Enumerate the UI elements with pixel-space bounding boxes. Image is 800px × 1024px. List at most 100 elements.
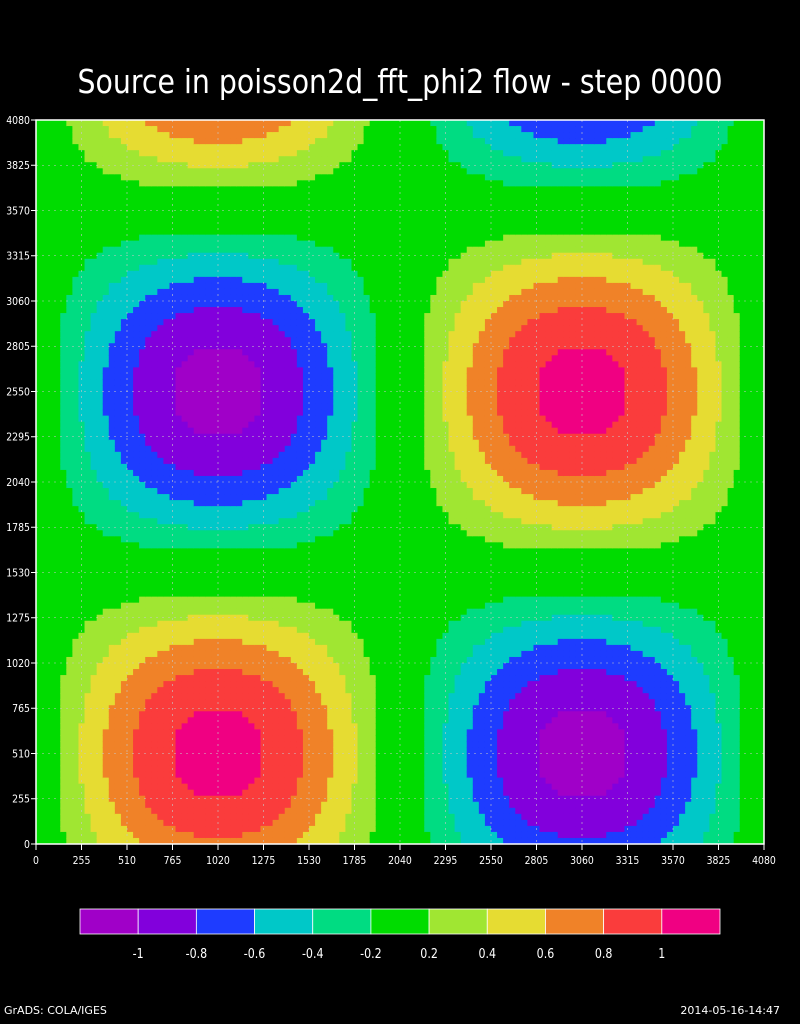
contour-cell [224,307,231,314]
contour-cell [36,614,43,622]
contour-cell [254,771,262,779]
contour-cell [96,831,104,839]
contour-cell [145,572,152,580]
contour-cell [278,282,286,290]
contour-cell [108,331,116,338]
contour-cell [139,240,146,248]
contour-cell [36,711,43,718]
contour-cell [175,174,183,181]
contour-cell [145,717,152,724]
contour-cell [60,524,67,531]
contour-cell [181,572,189,580]
contour-cell [84,614,92,622]
contour-cell [60,415,67,423]
contour-cell [163,482,171,489]
contour-cell [242,548,249,555]
contour-cell [187,415,195,423]
contour-cell [42,729,49,736]
contour-cell [127,319,134,326]
contour-cell [169,530,177,537]
contour-cell [48,276,55,284]
contour-cell [120,186,128,193]
contour-cell [248,795,255,803]
contour-cell [90,246,98,254]
contour-cell [248,644,255,652]
contour-cell [48,337,55,344]
contour-cell [242,349,249,356]
contour-cell [254,494,262,501]
contour-cell [242,747,249,755]
contour-cell [54,126,61,133]
contour-cell [205,264,213,272]
contour-cell [90,276,98,284]
contour-cell [272,512,280,519]
contour-cell [84,747,92,755]
contour-cell [145,813,152,821]
contour-cell [193,210,201,218]
contour-cell [42,337,49,344]
contour-cell [242,168,249,175]
contour-cell [169,687,177,694]
contour-cell [96,753,104,761]
contour-cell [187,391,195,399]
contour-cell [102,765,110,773]
contour-cell [163,632,171,640]
contour-cell [181,469,189,477]
contour-cell [145,180,152,187]
contour-cell [96,162,104,169]
contour-cell [248,367,255,374]
contour-cell [242,807,249,815]
contour-cell [36,572,43,580]
contour-cell [96,457,104,465]
contour-cell [60,638,67,646]
contour-cell [181,518,189,525]
contour-cell [78,403,86,411]
contour-cell [248,638,255,646]
contour-cell [66,132,73,139]
contour-cell [181,512,189,519]
contour-cell [108,222,116,230]
contour-cell [260,294,268,302]
contour-cell [218,795,225,803]
contour-cell [199,415,207,423]
contour-cell [127,222,134,230]
contour-cell [272,705,280,712]
contour-cell [266,783,274,791]
contour-cell [193,174,201,181]
contour-cell [236,403,243,411]
contour-cell [248,355,255,362]
contour-cell [230,656,237,664]
contour-cell [42,150,49,157]
contour-cell [242,445,249,453]
contour-cell [236,807,243,815]
contour-cell [224,596,231,604]
contour-cell [120,512,128,519]
contour-cell [145,681,152,688]
contour-cell [84,258,92,266]
contour-cell [72,759,80,767]
contour-cell [187,282,195,290]
contour-cell [42,192,49,200]
contour-cell [163,294,171,302]
contour-cell [175,397,183,405]
contour-cell [230,240,237,248]
contour-cell [175,457,183,465]
contour-cell [84,240,92,248]
contour-cell [139,590,146,598]
contour-cell [36,433,43,441]
contour-cell [163,596,171,604]
contour-cell [193,765,201,773]
contour-cell [151,566,158,574]
contour-cell [145,313,152,320]
contour-cell [254,162,262,169]
contour-cell [42,669,49,676]
contour-cell [157,132,164,139]
contour-cell [60,494,67,501]
contour-cell [242,258,249,266]
contour-cell [278,825,286,833]
contour-cell [145,699,152,706]
contour-cell [205,711,213,718]
contour-cell [169,174,177,181]
contour-cell [127,506,134,513]
contour-cell [218,711,225,718]
